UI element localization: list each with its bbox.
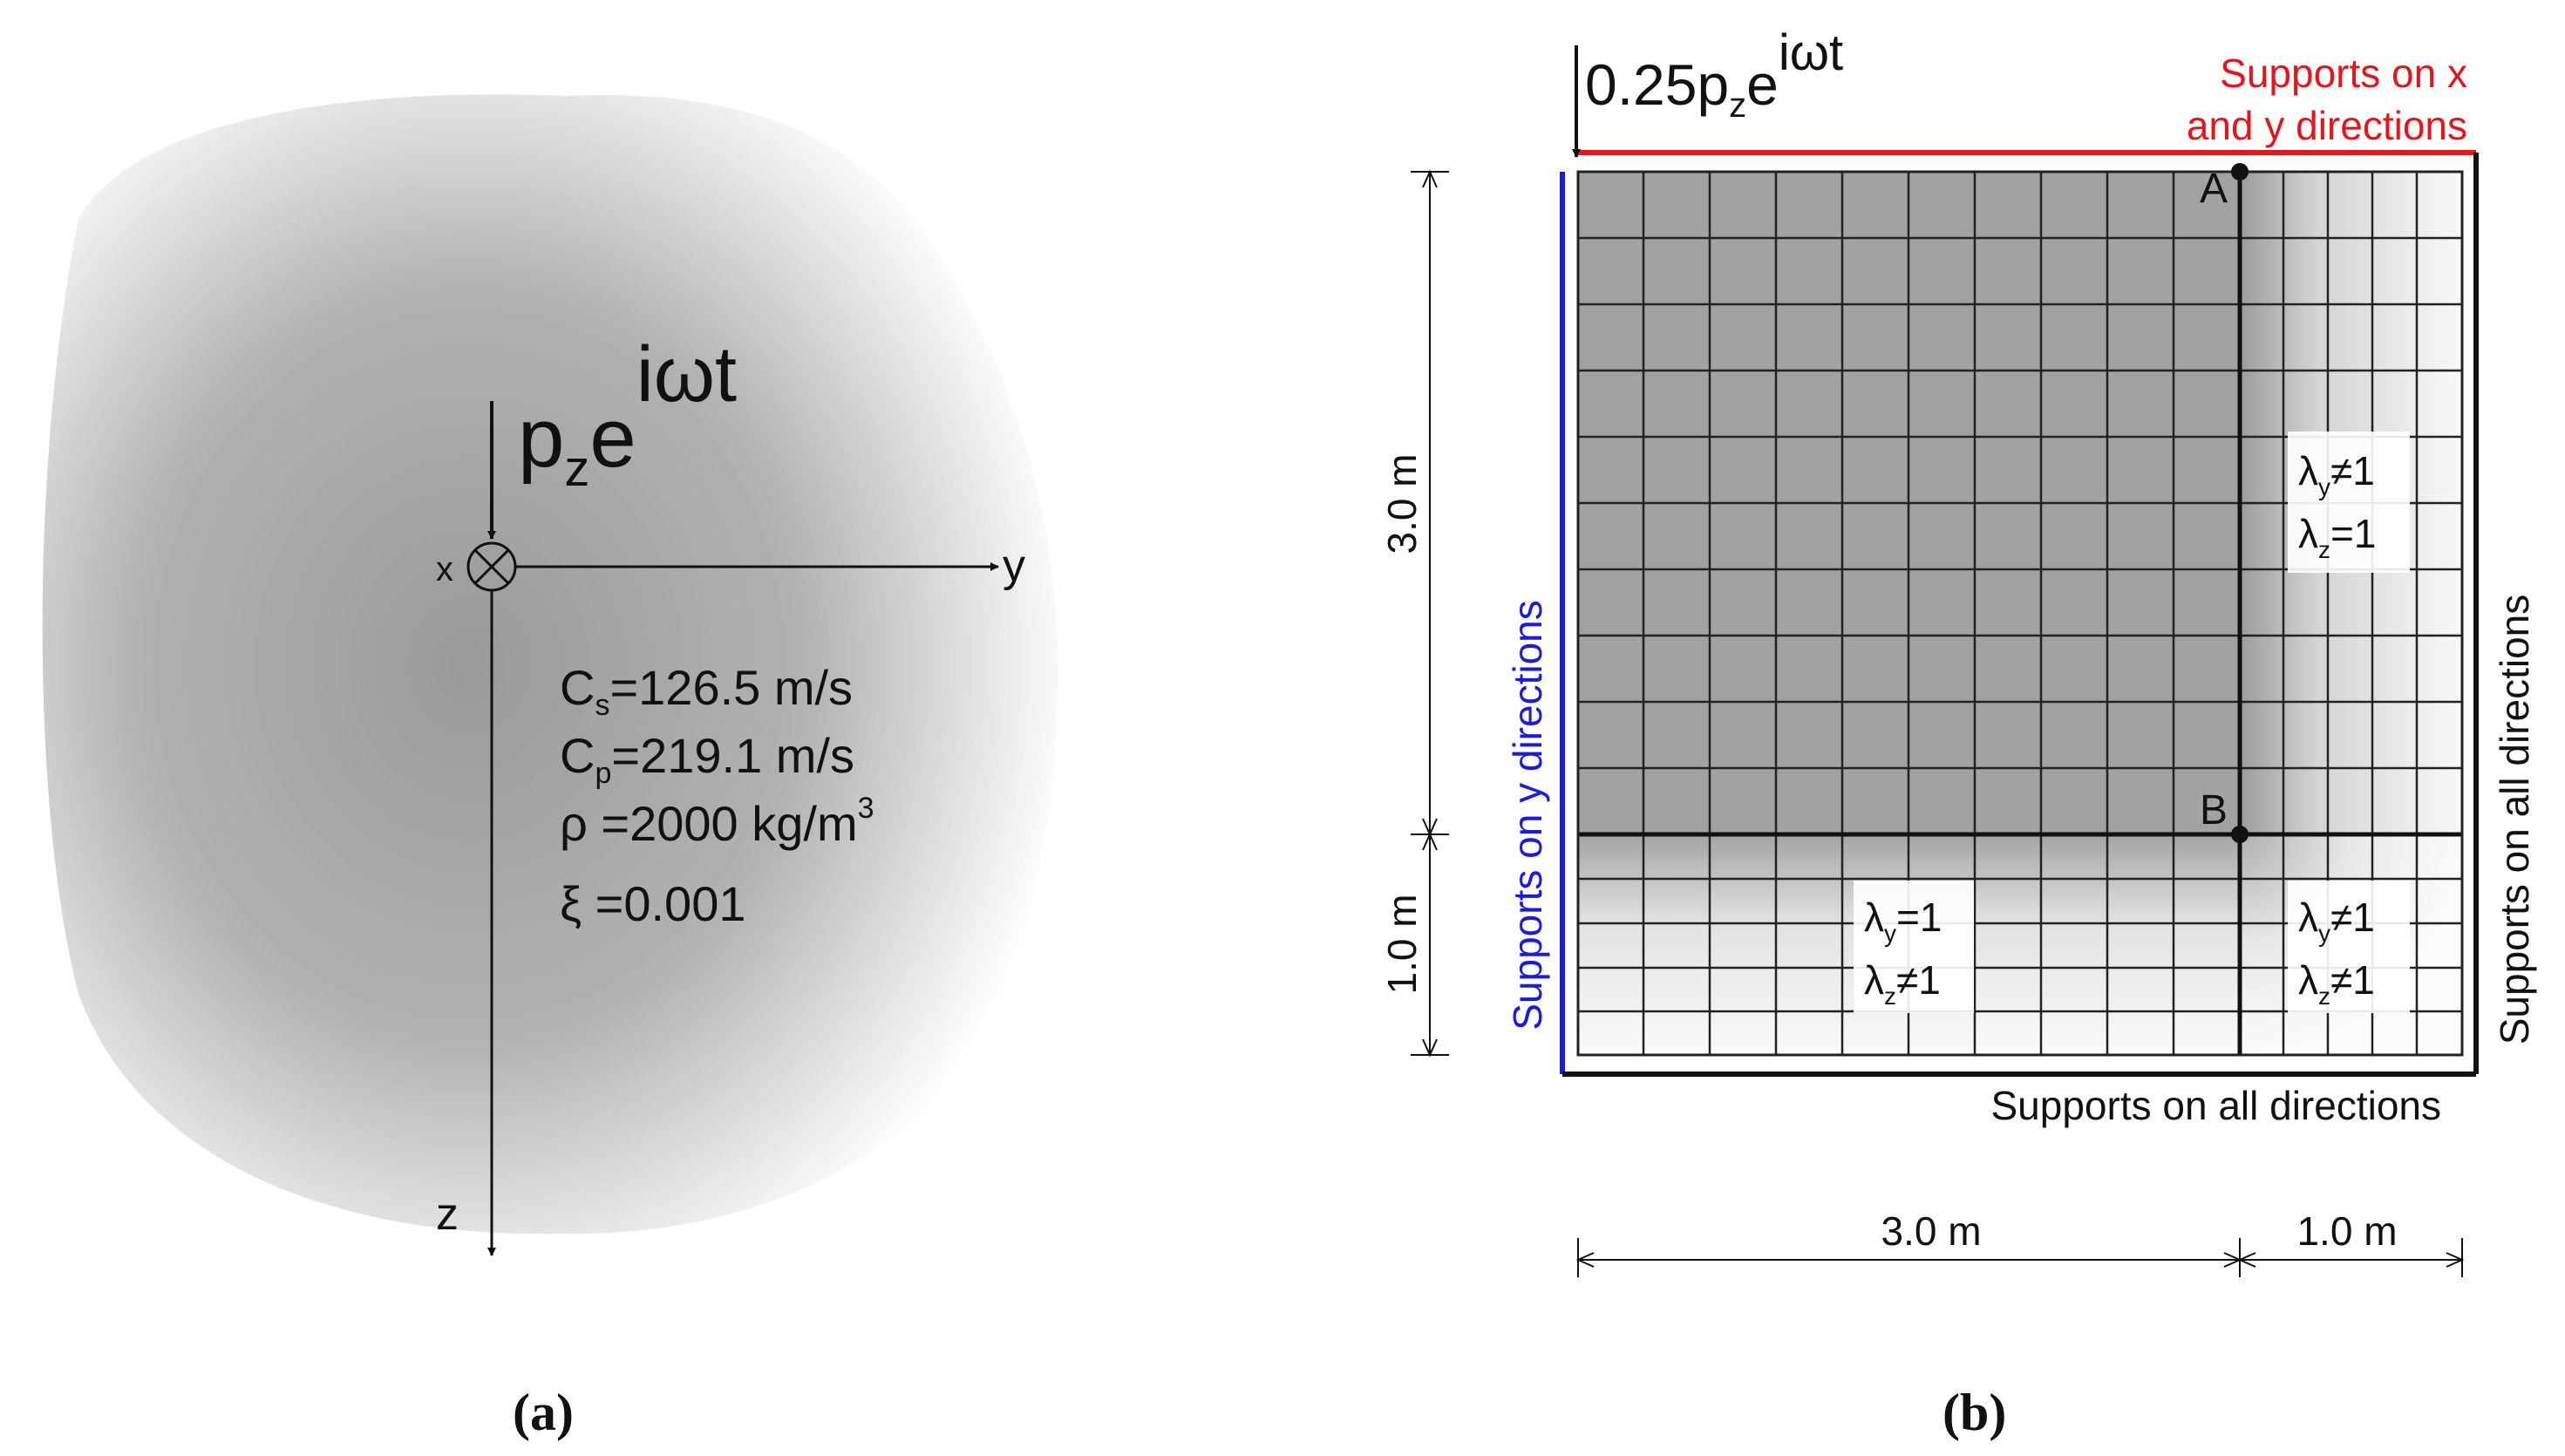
- point-a-label: A: [2200, 166, 2228, 212]
- dim-vertical-bottom-label: 1.0 m: [1379, 894, 1425, 994]
- vertical-dimension: [1411, 169, 1449, 1058]
- prop-cp: Cp=219.1 m/s: [560, 728, 854, 790]
- dim-vertical-top-label: 3.0 m: [1379, 453, 1425, 554]
- dim-horizontal-left-label: 3.0 m: [1881, 1208, 1981, 1254]
- load-label: pzeiωt: [518, 331, 737, 497]
- panel-b: A B 0.25pzeiωt Supports on x and y direc…: [1379, 24, 2537, 1441]
- horizontal-dimension: [1575, 1238, 2465, 1277]
- svg-text:λy=1: λy=1: [1864, 895, 1942, 947]
- support-top-label-2: and y directions: [2187, 103, 2467, 148]
- dim-horizontal-right-label: 1.0 m: [2296, 1208, 2397, 1254]
- region-corner-label: λy≠1 λz≠1: [2288, 881, 2410, 1013]
- svg-text:λz≠1: λz≠1: [1864, 957, 1941, 1010]
- caption-b: (b): [1942, 1384, 2006, 1441]
- domain-border: [1576, 170, 2464, 1057]
- prop-rho: ρ =2000 kg/m3: [560, 792, 874, 851]
- support-top-label-1: Supports on x: [2220, 51, 2467, 96]
- corner-load-label: 0.25pzeiωt: [1585, 24, 1843, 125]
- support-right-label: Supports on all directions: [2492, 595, 2537, 1045]
- svg-text:λy≠1: λy≠1: [2298, 895, 2375, 947]
- axis-x-label: x: [436, 550, 453, 589]
- point-b-marker: [2231, 826, 2249, 843]
- x-axis-symbol: [466, 541, 517, 592]
- region-right-label: λy≠1 λz=1: [2288, 432, 2410, 573]
- prop-xi: ξ =0.001: [560, 876, 745, 931]
- point-a-marker: [2231, 163, 2249, 180]
- point-b-label: B: [2200, 787, 2228, 833]
- soil-domain: [42, 94, 1058, 1235]
- support-left-label: Supports on y directions: [1505, 600, 1550, 1031]
- material-properties: Cs=126.5 m/s Cp=219.1 m/s ρ =2000 kg/m3 …: [560, 660, 874, 931]
- panel-a: x y z pzeiωt Cs=126.5 m/s Cp=219.1 m/s ρ…: [42, 94, 1058, 1441]
- region-bottom-label: λy=1 λz≠1: [1854, 881, 1974, 1013]
- axis-z-label: z: [436, 1189, 459, 1240]
- svg-text:λz≠1: λz≠1: [2298, 957, 2375, 1010]
- axis-y-label: y: [1003, 541, 1025, 591]
- svg-text:λy≠1: λy≠1: [2298, 448, 2375, 500]
- support-bottom-label: Supports on all directions: [1990, 1083, 2441, 1128]
- svg-text:λz=1: λz=1: [2298, 511, 2376, 563]
- caption-a: (a): [513, 1384, 574, 1441]
- prop-cs: Cs=126.5 m/s: [560, 660, 853, 722]
